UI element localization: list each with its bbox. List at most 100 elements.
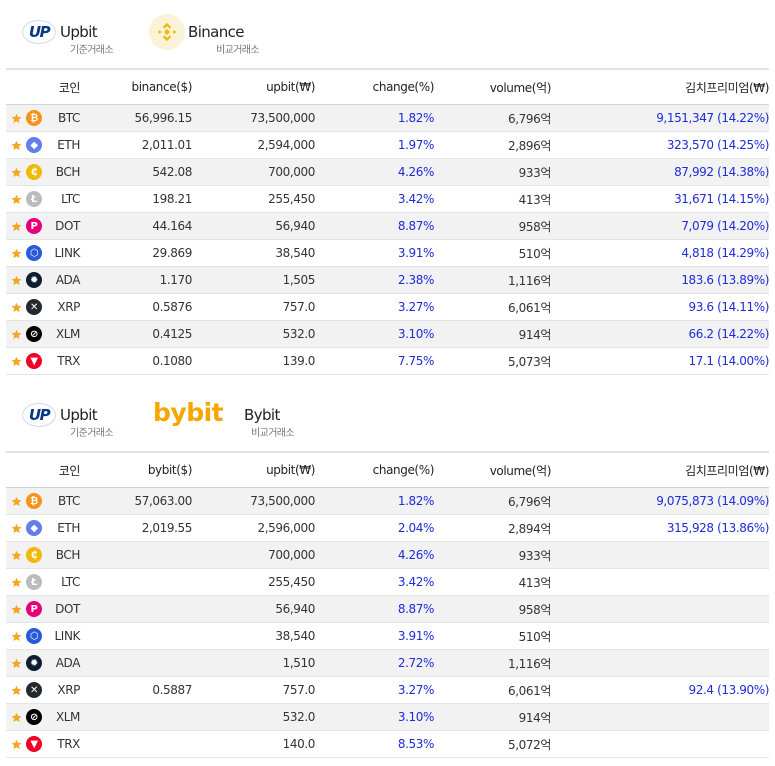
cell-coin[interactable]: DOT [55,219,80,233]
table-row[interactable]: P DOT 56,940 8.87% 958억 [6,596,769,623]
table-row[interactable]: P DOT 44.164 56,940 8.87% 958억 7,079 (14.20%) [6,213,769,240]
cell-volume: 933억 [518,165,552,180]
cell-coin[interactable]: ETH [57,138,80,152]
cell-change: 3.27% [397,300,435,314]
table-row[interactable]: ⬡ LINK 29.869 38,540 3.91% 510억 4,818 (14.29%) [6,240,769,267]
column-header[interactable]: upbit(₩) [266,463,315,477]
cell-coin[interactable]: ADA [55,273,81,287]
btc-coin-icon: ₿ [26,493,42,509]
cell-coin[interactable]: XRP [57,300,80,314]
table-row[interactable]: Ł LTC 255,450 3.42% 413억 [6,569,769,596]
btc-coin-icon: ₿ [26,110,42,126]
cell-foreign: 2,019.55 [141,521,193,535]
favorite-star-icon[interactable] [11,329,22,343]
cell-upbit: 73,500,000 [250,111,315,125]
cell-coin[interactable]: BTC [57,111,80,125]
cell-foreign: 0.5876 [152,300,192,314]
table-row[interactable]: Ł LTC 198.21 255,450 3.42% 413억 31,671 (14.15%… [6,186,769,213]
favorite-star-icon[interactable] [11,604,22,618]
cell-volume: 2,894억 [508,521,551,536]
bybit-logo-icon: bybit [153,398,224,427]
cell-coin[interactable]: LTC [61,575,80,589]
table-row[interactable]: ₿ BTC 56,996.15 73,500,000 1.82% 6,796억 9,151,… [6,105,769,132]
table-row[interactable]: ✹ ADA 1,510 2.72% 1,116억 [6,650,769,677]
eth-coin-icon: ◆ [26,137,42,153]
column-header[interactable]: upbit(₩) [266,80,315,94]
cell-volume: 5,072억 [508,737,551,752]
cell-change: 3.10% [397,710,435,724]
cell-coin[interactable]: TRX [57,354,80,368]
table-row[interactable]: ⬡ LINK 38,540 3.91% 510억 [6,623,769,650]
cell-volume: 6,796억 [508,494,551,509]
favorite-star-icon[interactable] [11,356,22,370]
column-header[interactable]: change(%) [372,463,435,477]
column-header[interactable]: change(%) [372,80,435,94]
favorite-star-icon[interactable] [11,631,22,645]
cell-coin[interactable]: DOT [55,602,80,616]
favorite-star-icon[interactable] [11,248,22,262]
table-row[interactable]: ✕ XRP 0.5887 757.0 3.27% 6,061억 92.4 (13.90%) [6,677,769,704]
cell-coin[interactable]: XLM [55,327,80,341]
cell-coin[interactable]: XLM [55,710,80,724]
link-coin-icon: ⬡ [26,245,42,261]
cell-coin[interactable]: ETH [57,521,80,535]
column-header[interactable]: 김치프리미엄(₩) [685,463,769,478]
table-row[interactable]: ✕ XRP 0.5876 757.0 3.27% 6,061억 93.6 (14.11%) [6,294,769,321]
cell-upbit: 2,594,000 [257,138,316,152]
favorite-star-icon[interactable] [11,523,22,537]
base-exchange-sub: 기준거래소 [70,428,114,439]
favorite-star-icon[interactable] [11,658,22,672]
ltc-coin-icon: Ł [26,574,42,590]
favorite-star-icon[interactable] [11,496,22,510]
cell-coin[interactable]: TRX [57,737,80,751]
column-header[interactable]: bybit($) [147,463,193,477]
favorite-star-icon[interactable] [11,712,22,726]
table-row[interactable]: ▼ TRX 0.1080 139.0 7.75% 5,073억 17.1 (14.00%) [6,348,769,375]
table-row[interactable]: ₿ BTC 57,063.00 73,500,000 1.82% 6,796억 9,075,… [6,488,769,515]
table-row[interactable]: ₵ BCH 542.08 700,000 4.26% 933억 87,992 (14.38%… [6,159,769,186]
cell-coin[interactable]: ADA [55,656,81,670]
cell-coin[interactable]: BCH [55,165,81,179]
table-row[interactable]: ⊘ XLM 0.4125 532.0 3.10% 914억 66.2 (14.22%) [6,321,769,348]
cell-upbit: 757.0 [282,300,316,314]
cell-coin[interactable]: BCH [55,548,81,562]
cell-coin[interactable]: LINK [54,246,81,260]
column-header[interactable]: volume(억) [489,463,552,478]
table-row[interactable]: ⊘ XLM 532.0 3.10% 914억 [6,704,769,731]
column-header[interactable]: 코인 [58,463,81,478]
column-header[interactable]: binance($) [131,80,193,94]
cell-upbit: 2,596,000 [257,521,316,535]
table-row[interactable]: ✹ ADA 1.170 1,505 2.38% 1,116억 183.6 (13.89%) [6,267,769,294]
column-header[interactable]: 코인 [58,80,81,95]
cell-coin[interactable]: XRP [57,683,80,697]
favorite-star-icon[interactable] [11,194,22,208]
favorite-star-icon[interactable] [11,739,22,753]
favorite-star-icon[interactable] [11,275,22,289]
favorite-star-icon[interactable] [11,302,22,316]
cell-coin[interactable]: LTC [61,192,80,206]
cell-coin[interactable]: BTC [57,494,80,508]
table-row[interactable]: ◆ ETH 2,019.55 2,596,000 2.04% 2,894억 315,928 … [6,515,769,542]
favorite-star-icon[interactable] [11,140,22,154]
cell-foreign [106,623,192,649]
cell-premium: 87,992 (14.38%) [674,165,769,179]
favorite-star-icon[interactable] [11,550,22,564]
cell-change: 1.82% [397,494,435,508]
table-row[interactable]: ◆ ETH 2,011.01 2,594,000 1.97% 2,896억 323,570 … [6,132,769,159]
favorite-star-icon[interactable] [11,685,22,699]
cell-volume: 933억 [518,548,552,563]
column-header[interactable]: volume(억) [489,80,552,95]
favorite-star-icon[interactable] [11,167,22,181]
cell-upbit: 700,000 [268,548,315,562]
cell-foreign [106,542,192,568]
table-row[interactable]: ▼ TRX 140.0 8.53% 5,072억 [6,731,769,758]
cell-volume: 914억 [518,710,552,725]
favorite-star-icon[interactable] [11,221,22,235]
favorite-star-icon[interactable] [11,577,22,591]
table-row[interactable]: ₵ BCH 700,000 4.26% 933억 [6,542,769,569]
cell-coin[interactable]: LINK [54,629,81,643]
column-header[interactable]: 김치프리미엄(₩) [685,80,769,95]
dot-coin-icon: P [26,218,42,234]
cell-foreign: 56,996.15 [134,111,193,125]
favorite-star-icon[interactable] [11,113,22,127]
